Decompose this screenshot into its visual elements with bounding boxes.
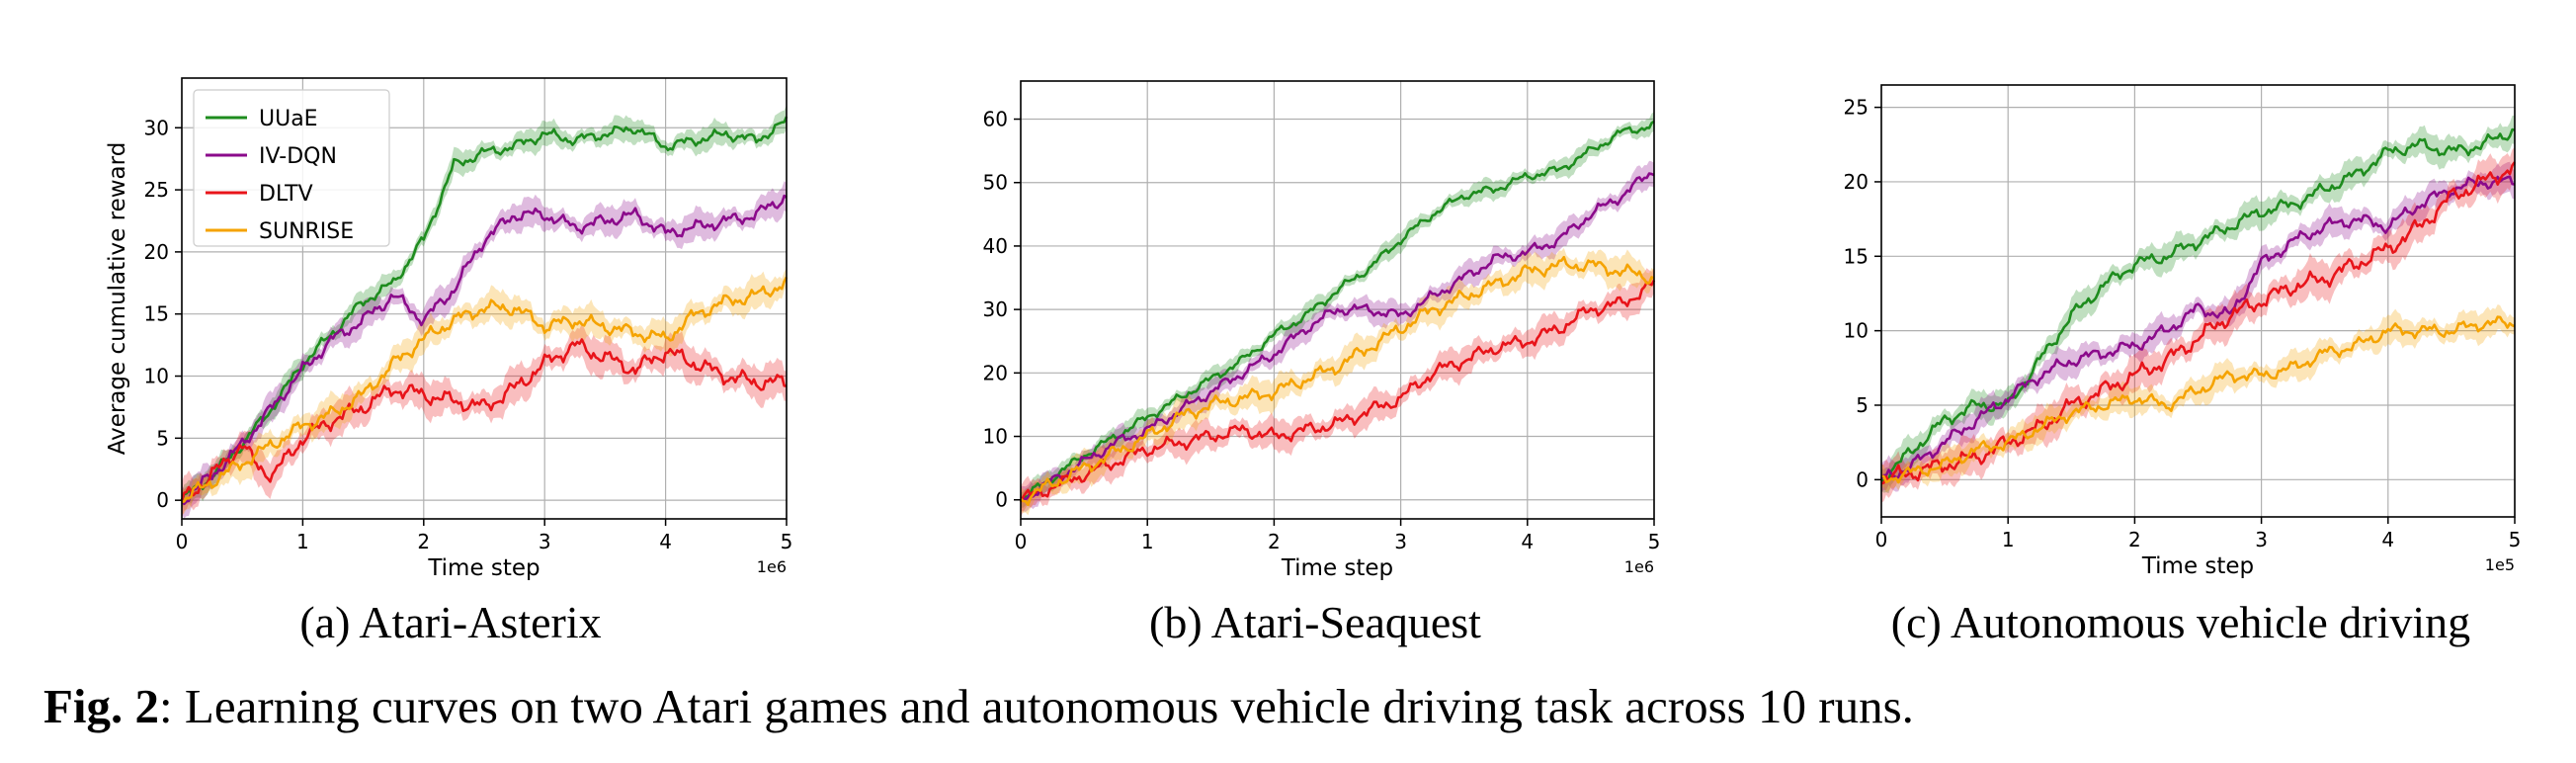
x-offset-label: 1e6 xyxy=(1624,557,1654,576)
y-tick-label: 10 xyxy=(983,425,1008,449)
x-axis-label: Time step xyxy=(427,555,540,581)
x-tick-label: 3 xyxy=(2255,528,2268,551)
x-tick-label: 5 xyxy=(2509,528,2522,551)
y-tick-label: 25 xyxy=(144,178,169,202)
figure-caption: Fig. 2: Learning curves on two Atari gam… xyxy=(43,678,2553,734)
x-tick-label: 1 xyxy=(296,530,309,553)
y-axis-label: Average cumulative reward xyxy=(105,142,130,456)
band-dltv xyxy=(1021,267,1654,518)
line-sunrise xyxy=(181,276,789,504)
y-tick-label: 40 xyxy=(983,234,1008,258)
line-dltv xyxy=(1880,161,2517,485)
x-tick-label: 4 xyxy=(1521,530,1534,553)
line-sunrise xyxy=(1880,315,2516,484)
x-tick-label: 0 xyxy=(1875,528,1888,551)
x-tick-label: 4 xyxy=(659,530,672,553)
subcaption: (a) Atari-Asterix xyxy=(299,597,601,647)
axes-frame xyxy=(1880,84,2516,518)
y-tick-label: 0 xyxy=(995,488,1008,512)
line-sunrise xyxy=(1020,255,1655,507)
y-tick-label: 0 xyxy=(1856,467,1869,491)
figure-caption-text: : Learning curves on two Atari games and… xyxy=(159,679,1914,733)
y-tick-label: 10 xyxy=(144,365,169,388)
y-tick-label: 20 xyxy=(144,240,169,264)
x-axis-label: Time step xyxy=(2141,553,2254,579)
y-tick-label: 60 xyxy=(983,108,1008,131)
line-uuae xyxy=(1020,120,1655,502)
axes-frame xyxy=(181,77,788,520)
figure-caption-label: Fig. 2 xyxy=(43,679,160,733)
axes-frame xyxy=(1020,80,1655,520)
x-tick-label: 1 xyxy=(1141,530,1154,553)
x-tick-label: 1 xyxy=(2002,528,2015,551)
x-tick-label: 5 xyxy=(781,530,793,553)
x-tick-label: 4 xyxy=(2381,528,2394,551)
x-tick-label: 5 xyxy=(1648,530,1661,553)
band-uuae xyxy=(1881,115,2515,494)
legend: UUaE IV-DQN DLTV SUNRISE xyxy=(193,89,390,247)
y-tick-label: 15 xyxy=(1844,244,1869,268)
y-tick-label: 30 xyxy=(144,116,169,139)
y-tick-label: 30 xyxy=(983,297,1008,321)
x-tick-label: 2 xyxy=(1268,530,1281,553)
y-tick-label: 5 xyxy=(156,426,169,450)
y-tick-label: 20 xyxy=(1844,170,1869,194)
chart-3: 0 1 2 3 4 5 0 5 10 15 20 25 Time step 1e5 (c) Autonomo… xyxy=(1844,84,2522,647)
band-dltv xyxy=(1881,146,2515,503)
legend-label-iv-dqn: IV-DQN xyxy=(259,144,337,169)
y-tick-label: 15 xyxy=(144,302,169,326)
legend-label-uuae: UUaE xyxy=(259,107,318,131)
line-uuae xyxy=(180,116,789,501)
x-tick-label: 3 xyxy=(539,530,551,553)
subcaption: (b) Atari-Seaquest xyxy=(1149,597,1481,647)
x-tick-label: 0 xyxy=(176,530,189,553)
band-iv-dqn xyxy=(1021,160,1654,512)
x-tick-label: 2 xyxy=(2128,528,2141,551)
x-offset-label: 1e5 xyxy=(2485,555,2515,574)
y-tick-label: 0 xyxy=(156,488,169,512)
legend-label-dltv: DLTV xyxy=(259,182,313,207)
x-tick-label: 2 xyxy=(417,530,430,553)
line-iv-dqn xyxy=(1020,172,1655,501)
y-tick-label: 10 xyxy=(1844,319,1869,343)
band-sunrise xyxy=(1021,247,1654,516)
x-tick-label: 0 xyxy=(1015,530,1028,553)
y-tick-label: 5 xyxy=(1856,393,1869,417)
legend-label-sunrise: SUNRISE xyxy=(259,219,354,244)
band-iv-dqn xyxy=(182,181,787,519)
line-dltv xyxy=(180,338,788,501)
line-iv-dqn xyxy=(180,194,788,506)
x-axis-label: Time step xyxy=(1281,555,1393,581)
y-tick-label: 50 xyxy=(983,171,1008,195)
x-tick-label: 3 xyxy=(1394,530,1407,553)
legend-box xyxy=(193,89,390,247)
y-tick-label: 20 xyxy=(983,361,1008,384)
chart-1: 0 1 2 3 4 5 0 5 10 15 20 25 30 Time step 1e6 Average cu… xyxy=(105,77,793,647)
y-tick-label: 25 xyxy=(1844,96,1869,120)
band-sunrise xyxy=(1881,304,2515,493)
subcaption: (c) Autonomous vehicle driving xyxy=(1891,597,2470,647)
line-dltv xyxy=(1019,279,1656,503)
x-offset-label: 1e6 xyxy=(757,557,787,576)
band-sunrise xyxy=(182,268,787,515)
line-iv-dqn xyxy=(1879,175,2516,479)
band-uuae xyxy=(1021,111,1654,508)
